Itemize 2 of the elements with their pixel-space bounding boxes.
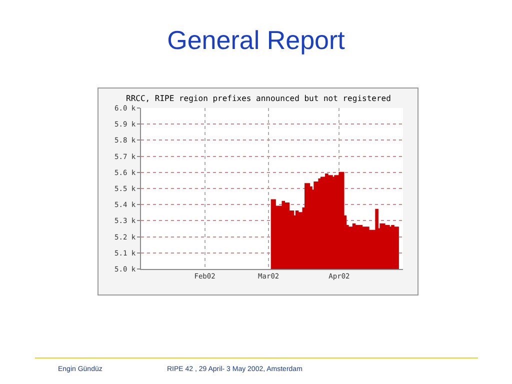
chart-subtitle: RRCC, RIPE region prefixes announced but not registered	[126, 94, 392, 103]
chart-title: General Report	[167, 25, 346, 56]
